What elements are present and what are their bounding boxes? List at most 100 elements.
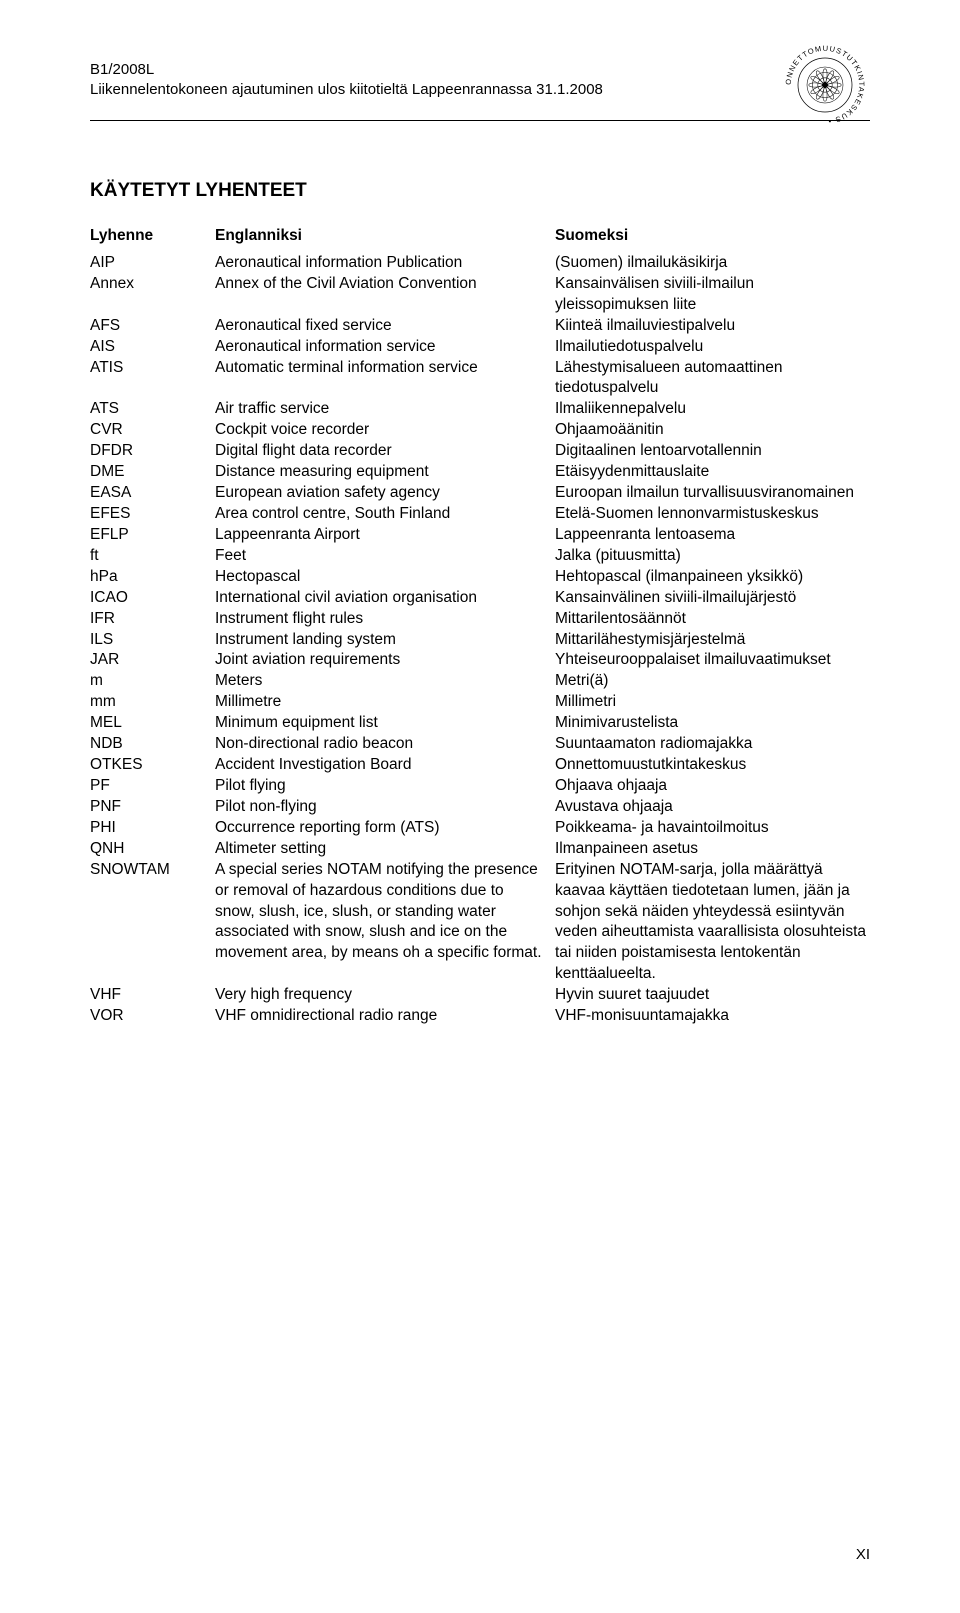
cell-abbr: ft xyxy=(90,546,215,567)
table-row: JARJoint aviation requirementsYhteiseuro… xyxy=(90,650,870,671)
cell-abbr: DFDR xyxy=(90,441,215,462)
cell-fi: Mittarilentosäännöt xyxy=(555,609,870,630)
cell-fi: Ilmanpaineen asetus xyxy=(555,839,870,860)
cell-en: Occurrence reporting form (ATS) xyxy=(215,818,555,839)
document-code: B1/2008L xyxy=(90,60,603,80)
cell-en: Lappeenranta Airport xyxy=(215,525,555,546)
cell-en: Cockpit voice recorder xyxy=(215,420,555,441)
cell-en: Accident Investigation Board xyxy=(215,755,555,776)
cell-en: VHF omnidirectional radio range xyxy=(215,1006,555,1027)
cell-fi: Suuntaamaton radiomajakka xyxy=(555,734,870,755)
cell-abbr: VOR xyxy=(90,1006,215,1027)
cell-en: Joint aviation requirements xyxy=(215,650,555,671)
cell-abbr: QNH xyxy=(90,839,215,860)
cell-en: European aviation safety agency xyxy=(215,483,555,504)
table-row: OTKESAccident Investigation BoardOnnetto… xyxy=(90,755,870,776)
cell-en: Non-directional radio beacon xyxy=(215,734,555,755)
cell-fi: Ilmailutiedotuspalvelu xyxy=(555,337,870,358)
table-row: AISAeronautical information serviceIlmai… xyxy=(90,337,870,358)
cell-fi: VHF-monisuuntamajakka xyxy=(555,1006,870,1027)
cell-abbr: CVR xyxy=(90,420,215,441)
cell-abbr: ATIS xyxy=(90,358,215,379)
cell-abbr: ATS xyxy=(90,399,215,420)
cell-en: Feet xyxy=(215,546,555,567)
cell-en: Instrument landing system xyxy=(215,630,555,651)
cell-abbr: Annex xyxy=(90,274,215,295)
table-row: IFRInstrument flight rulesMittarilentosä… xyxy=(90,609,870,630)
cell-fi: Kiinteä ilmailuviestipalvelu xyxy=(555,316,870,337)
cell-en: Instrument flight rules xyxy=(215,609,555,630)
cell-abbr: ILS xyxy=(90,630,215,651)
cell-fi: Hyvin suuret taajuudet xyxy=(555,985,870,1006)
cell-fi: Metri(ä) xyxy=(555,671,870,692)
cell-fi: Erityinen NOTAM-sarja, jolla määrättyä k… xyxy=(555,860,870,986)
document-subtitle: Liikennelentokoneen ajautuminen ulos kii… xyxy=(90,80,603,100)
table-row: mMetersMetri(ä) xyxy=(90,671,870,692)
cell-fi: (Suomen) ilmailukäsikirja xyxy=(555,253,870,274)
cell-fi: Yhteiseurooppalaiset ilmailuvaatimukset xyxy=(555,650,870,671)
table-body: AIPAeronautical information Publication(… xyxy=(90,253,870,1027)
cell-abbr: ICAO xyxy=(90,588,215,609)
cell-en: Distance measuring equipment xyxy=(215,462,555,483)
cell-en: Pilot flying xyxy=(215,776,555,797)
cell-abbr: PNF xyxy=(90,797,215,818)
table-row: ICAOInternational civil aviation organis… xyxy=(90,588,870,609)
table-row: CVRCockpit voice recorderOhjaamoäänitin xyxy=(90,420,870,441)
cell-fi: Onnettomuustutkintakeskus xyxy=(555,755,870,776)
header-en: Englanniksi xyxy=(215,226,555,247)
cell-abbr: JAR xyxy=(90,650,215,671)
cell-fi: Avustava ohjaaja xyxy=(555,797,870,818)
table-row: hPaHectopascalHehtopascal (ilmanpaineen … xyxy=(90,567,870,588)
abbreviations-table: Lyhenne Englanniksi Suomeksi AIPAeronaut… xyxy=(90,226,870,1027)
cell-fi: Minimivarustelista xyxy=(555,713,870,734)
cell-abbr: EASA xyxy=(90,483,215,504)
cell-abbr: EFLP xyxy=(90,525,215,546)
cell-fi: Mittarilähestymisjärjestelmä xyxy=(555,630,870,651)
table-row: NDBNon-directional radio beaconSuuntaama… xyxy=(90,734,870,755)
cell-en: Aeronautical fixed service xyxy=(215,316,555,337)
table-row: MELMinimum equipment listMinimivarusteli… xyxy=(90,713,870,734)
cell-fi: Digitaalinen lentoarvotallennin xyxy=(555,441,870,462)
section-title: KÄYTETYT LYHENTEET xyxy=(90,180,870,202)
table-row: PNFPilot non-flyingAvustava ohjaaja xyxy=(90,797,870,818)
cell-abbr: MEL xyxy=(90,713,215,734)
cell-abbr: AIP xyxy=(90,253,215,274)
table-row: VHFVery high frequencyHyvin suuret taaju… xyxy=(90,985,870,1006)
table-row: DMEDistance measuring equipmentEtäisyyde… xyxy=(90,462,870,483)
cell-en: Annex of the Civil Aviation Convention xyxy=(215,274,555,295)
cell-abbr: OTKES xyxy=(90,755,215,776)
cell-abbr: EFES xyxy=(90,504,215,525)
cell-fi: Millimetri xyxy=(555,692,870,713)
cell-en: A special series NOTAM notifying the pre… xyxy=(215,860,555,965)
cell-abbr: AIS xyxy=(90,337,215,358)
cell-en: Air traffic service xyxy=(215,399,555,420)
agency-logo: ONNETTOMUUSTUTKINTAKESKUS • xyxy=(780,40,870,130)
cell-fi: Lähestymisalueen automaattinen tiedotusp… xyxy=(555,358,870,400)
cell-en: Pilot non-flying xyxy=(215,797,555,818)
table-row: SNOWTAMA special series NOTAM notifying … xyxy=(90,860,870,986)
cell-en: Automatic terminal information service xyxy=(215,358,555,379)
table-row: ILSInstrument landing systemMittarilähes… xyxy=(90,630,870,651)
cell-en: Millimetre xyxy=(215,692,555,713)
cell-abbr: hPa xyxy=(90,567,215,588)
cell-abbr: AFS xyxy=(90,316,215,337)
cell-abbr: NDB xyxy=(90,734,215,755)
cell-fi: Euroopan ilmailun turvallisuusviranomain… xyxy=(555,483,870,504)
cell-abbr: SNOWTAM xyxy=(90,860,215,881)
cell-fi: Lappeenranta lentoasema xyxy=(555,525,870,546)
table-row: VORVHF omnidirectional radio rangeVHF-mo… xyxy=(90,1006,870,1027)
cell-en: Digital flight data recorder xyxy=(215,441,555,462)
header-divider xyxy=(90,120,870,121)
table-row: EFESArea control centre, South FinlandEt… xyxy=(90,504,870,525)
cell-en: Aeronautical information Publication xyxy=(215,253,555,274)
table-row: EASAEuropean aviation safety agencyEuroo… xyxy=(90,483,870,504)
cell-en: Area control centre, South Finland xyxy=(215,504,555,525)
cell-en: Hectopascal xyxy=(215,567,555,588)
content-area: KÄYTETYT LYHENTEET Lyhenne Englanniksi S… xyxy=(90,180,870,1027)
cell-fi: Poikkeama- ja havaintoilmoitus xyxy=(555,818,870,839)
cell-fi: Ohjaamoäänitin xyxy=(555,420,870,441)
cell-en: Very high frequency xyxy=(215,985,555,1006)
header-fi: Suomeksi xyxy=(555,226,870,247)
cell-en: Meters xyxy=(215,671,555,692)
cell-abbr: IFR xyxy=(90,609,215,630)
